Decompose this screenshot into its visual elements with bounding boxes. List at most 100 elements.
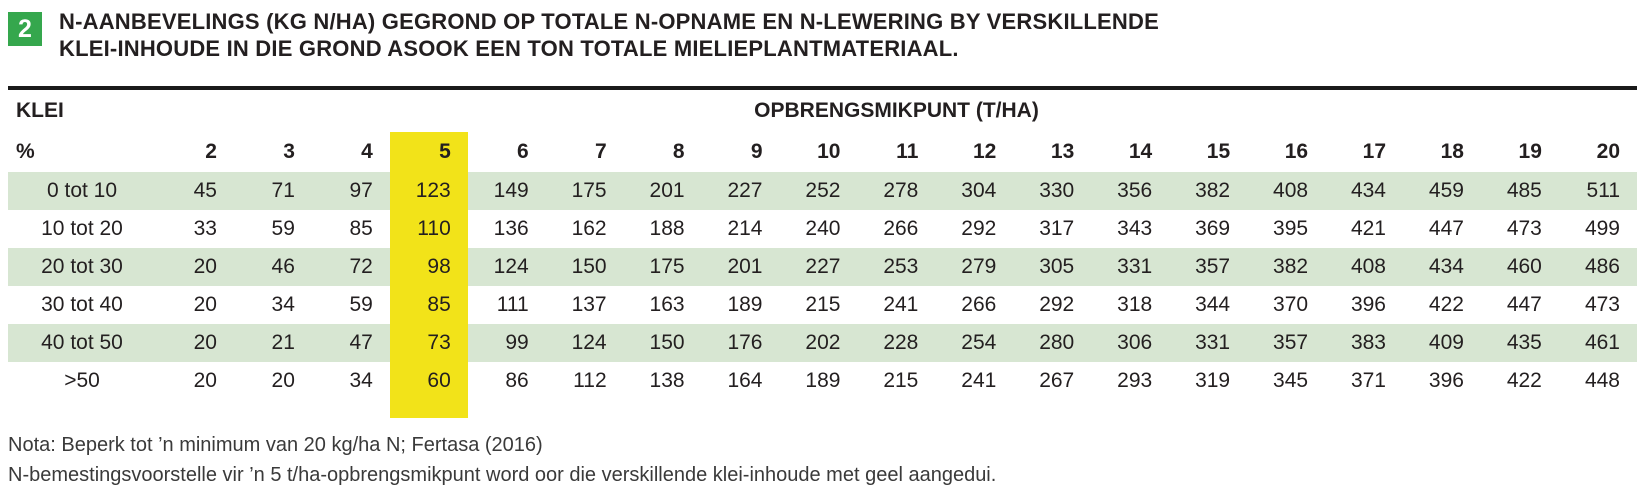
n-recommendation-value: 176 <box>727 331 763 354</box>
n-recommendation-value: 371 <box>1350 369 1386 392</box>
col-header-percent: % <box>16 140 35 163</box>
n-recommendation-value: 266 <box>961 293 997 316</box>
yield-target-col-header: 7 <box>594 140 607 163</box>
n-recommendation-value: 20 <box>193 369 217 392</box>
figure-number-badge: 2 <box>8 12 42 46</box>
yield-target-col-header: 19 <box>1518 140 1542 163</box>
highlight-column-stub <box>8 400 1637 418</box>
table-row: 0 tot 10 45 71 97 123 149 175 201 227 252 278 304 33… <box>8 172 1637 210</box>
empty-cell <box>1403 400 1481 418</box>
yield-target-col-header: 10 <box>817 140 841 163</box>
n-recommendation-value: 292 <box>961 217 997 240</box>
n-recommendation-value: 448 <box>1584 369 1620 392</box>
n-recommendation-value: 163 <box>649 293 685 316</box>
empty-cell <box>1247 400 1325 418</box>
empty-cell <box>312 400 390 418</box>
empty-cell <box>935 400 1013 418</box>
empty-cell <box>156 400 234 418</box>
n-recommendation-value: 136 <box>493 217 529 240</box>
n-recommendation-value: 447 <box>1428 217 1464 240</box>
n-recommendation-value: 435 <box>1506 331 1542 354</box>
n-recommendation-value: 99 <box>505 331 529 354</box>
empty-cell <box>1481 400 1559 418</box>
n-recommendation-value: 382 <box>1195 179 1231 202</box>
yield-target-col-header: 8 <box>672 140 685 163</box>
figure-title-line2: KLEI-INHOUDE IN DIE GROND ASOOK EEN TON … <box>59 35 959 61</box>
n-recommendation-value: 461 <box>1584 331 1620 354</box>
n-recommendation-value: 330 <box>1039 179 1075 202</box>
footnotes: Nota: Beperk tot ’n minimum van 20 kg/ha… <box>8 432 1637 489</box>
n-recommendation-value: 34 <box>271 293 295 316</box>
n-recommendation-value: 240 <box>805 217 841 240</box>
n-recommendation-value: 408 <box>1273 179 1309 202</box>
n-recommendation-value: 370 <box>1273 293 1309 316</box>
n-recommendation-value: 33 <box>193 217 217 240</box>
yield-target-col-header: 5 <box>389 132 468 172</box>
n-recommendation-value: 266 <box>883 217 919 240</box>
table-row: 40 tot 50 20 21 47 73 99 124 150 176 202 228 254 280… <box>8 324 1637 362</box>
highlight-stub-cell <box>389 400 468 418</box>
n-recommendation-value: 396 <box>1428 369 1464 392</box>
empty-cell <box>780 400 858 418</box>
n-recommendation-value: 252 <box>805 179 841 202</box>
n-recommendation-value: 20 <box>193 331 217 354</box>
n-recommendation-value: 422 <box>1428 293 1464 316</box>
n-recommendation-value: 227 <box>727 179 763 202</box>
figure-title: N-AANBEVELINGS (KG N/HA) GEGROND OP TOTA… <box>59 9 1159 63</box>
yield-target-col-header: 3 <box>283 140 295 163</box>
n-recommendation-value: 304 <box>961 179 997 202</box>
n-recommendation-value: 485 <box>1506 179 1542 202</box>
empty-cell <box>1169 400 1247 418</box>
figure-header: 2 N-AANBEVELINGS (KG N/HA) GEGROND OP TO… <box>8 0 1637 83</box>
n-recommendation-value: 214 <box>727 217 763 240</box>
n-recommendation-value: 356 <box>1117 179 1153 202</box>
n-recommendation-table: KLEI OPBRENGSMIKPUNT (T/HA) % 2 3 4 5 6 7 8 9 10… <box>8 90 1637 418</box>
n-recommendation-value: 241 <box>883 293 919 316</box>
n-recommendation-value: 112 <box>573 369 607 392</box>
n-recommendation-value: 331 <box>1117 255 1153 278</box>
n-recommendation-value: 202 <box>805 331 841 354</box>
n-recommendation-value: 20 <box>193 293 217 316</box>
yield-target-col-header: 9 <box>750 140 763 163</box>
yield-target-col-header: 4 <box>361 140 373 163</box>
yield-target-col-header: 2 <box>205 140 217 163</box>
yield-target-col-header: 13 <box>1050 140 1075 163</box>
n-recommendation-value: 409 <box>1428 331 1464 354</box>
n-recommendation-value: 150 <box>571 255 607 278</box>
n-recommendation-value: 473 <box>1506 217 1542 240</box>
n-recommendation-value: 59 <box>271 217 295 240</box>
n-recommendation-value: 59 <box>349 293 373 316</box>
n-recommendation-value: 293 <box>1117 369 1153 392</box>
n-recommendation-value: 20 <box>193 255 217 278</box>
yield-target-col-header: 6 <box>517 140 529 163</box>
n-recommendation-value: 162 <box>571 217 607 240</box>
empty-cell <box>468 400 546 418</box>
table-row: 30 tot 40 20 34 59 85 111 137 163 189 215 241 266 29… <box>8 286 1637 324</box>
n-recommendation-value: 85 <box>389 286 468 324</box>
n-recommendation-value: 486 <box>1584 255 1620 278</box>
n-recommendation-value: 292 <box>1039 293 1075 316</box>
n-recommendation-value: 72 <box>349 255 373 278</box>
clay-range-label: 30 tot 40 <box>41 293 123 316</box>
n-recommendation-value: 253 <box>883 255 919 278</box>
n-recommendation-value: 46 <box>271 255 295 278</box>
clay-range-label: 20 tot 30 <box>41 255 123 278</box>
n-recommendation-value: 175 <box>649 255 685 278</box>
n-recommendation-value: 369 <box>1195 217 1231 240</box>
n-recommendation-value: 45 <box>193 179 217 202</box>
n-recommendation-value: 215 <box>883 369 919 392</box>
yield-target-col-header: 17 <box>1362 140 1386 163</box>
empty-cell <box>1091 400 1169 418</box>
clay-range-label: 0 tot 10 <box>46 179 118 202</box>
table-row: 10 tot 20 33 59 85 110 136 162 188 214 240 266 292 3… <box>8 210 1637 248</box>
yield-target-col-header: 18 <box>1440 140 1464 163</box>
n-recommendation-value: 150 <box>649 331 685 354</box>
empty-cell <box>1325 400 1403 418</box>
empty-cell <box>1559 400 1637 418</box>
n-recommendation-value: 447 <box>1506 293 1542 316</box>
n-recommendation-value: 382 <box>1273 255 1309 278</box>
n-recommendation-value: 20 <box>271 369 295 392</box>
n-recommendation-value: 422 <box>1506 369 1542 392</box>
figure-title-line1: N-AANBEVELINGS (KG N/HA) GEGROND OP TOTA… <box>59 9 1159 34</box>
empty-cell <box>857 400 935 418</box>
